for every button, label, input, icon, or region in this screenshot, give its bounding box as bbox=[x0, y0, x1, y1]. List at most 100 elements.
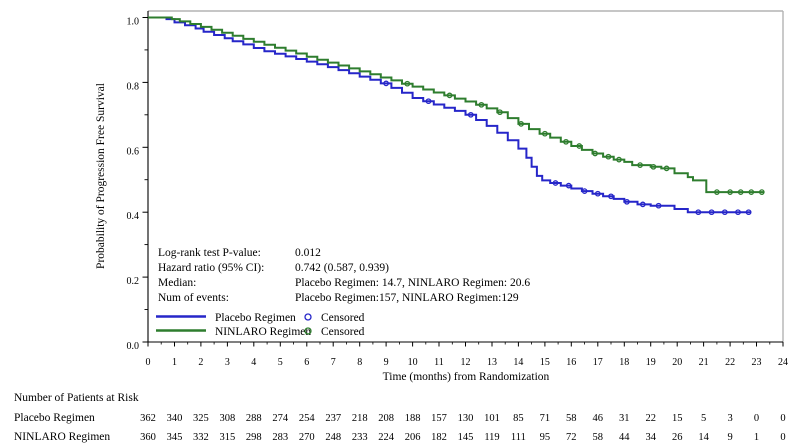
risk-value: 325 bbox=[193, 413, 209, 424]
x-tick-label: 23 bbox=[752, 357, 762, 368]
x-tick-label: 22 bbox=[725, 357, 735, 368]
x-tick-label: 5 bbox=[278, 357, 283, 368]
y-tick-label: 0.8 bbox=[127, 81, 140, 92]
censor-mark-ninlaro-regimen bbox=[605, 153, 612, 160]
x-tick-label: 14 bbox=[513, 357, 523, 368]
risk-value: 58 bbox=[593, 432, 604, 443]
y-tick-label: 0.6 bbox=[127, 146, 140, 157]
risk-value: 71 bbox=[540, 413, 551, 424]
censor-mark-placebo-regimen bbox=[425, 98, 432, 105]
risk-row-label-ninlaro: NINLARO Regimen bbox=[14, 431, 110, 443]
risk-value: 0 bbox=[780, 432, 785, 443]
risk-value: 34 bbox=[645, 432, 656, 443]
censor-mark-ninlaro-regimen bbox=[727, 189, 733, 195]
risk-value: 15 bbox=[672, 413, 683, 424]
x-tick-label: 12 bbox=[461, 357, 471, 368]
stat-value-num-events: Placebo Regimen:157, NINLARO Regimen:129 bbox=[295, 292, 519, 304]
censor-mark-ninlaro-regimen bbox=[714, 189, 720, 195]
y-tick-label: 0.2 bbox=[127, 276, 140, 287]
stat-value-logrank: 0.012 bbox=[295, 247, 321, 259]
x-tick-label: 7 bbox=[331, 357, 336, 368]
censor-mark-ninlaro-regimen bbox=[404, 80, 411, 87]
censor-mark-placebo-regimen bbox=[581, 188, 588, 194]
legend-label-ninlaro: NINLARO Regimen bbox=[215, 326, 311, 338]
censor-mark-placebo-regimen bbox=[735, 209, 741, 216]
censor-mark-placebo-regimen bbox=[695, 209, 702, 216]
risk-value: 111 bbox=[511, 432, 526, 443]
censor-mark-ninlaro-regimen bbox=[518, 121, 524, 127]
censor-mark-placebo-regimen bbox=[721, 209, 728, 216]
x-tick-label: 8 bbox=[357, 357, 362, 368]
x-tick-label: 17 bbox=[593, 357, 603, 368]
x-tick-label: 20 bbox=[672, 357, 682, 368]
censor-mark-placebo-regimen bbox=[594, 190, 601, 197]
censor-mark-ninlaro-regimen bbox=[542, 130, 548, 137]
risk-value: 233 bbox=[352, 432, 368, 443]
risk-value: 31 bbox=[619, 413, 630, 424]
risk-value: 270 bbox=[299, 432, 315, 443]
censor-mark-placebo-regimen bbox=[608, 193, 614, 200]
censor-mark-placebo-regimen bbox=[708, 209, 715, 216]
stats-block: Log-rank test P-value: 0.012 Hazard rati… bbox=[158, 247, 530, 304]
risk-value: 157 bbox=[431, 413, 447, 424]
risk-value: 224 bbox=[378, 432, 395, 443]
censor-mark-placebo-regimen bbox=[624, 198, 630, 205]
censor-mark-ninlaro-regimen bbox=[616, 156, 622, 163]
y-tick-label: 0.4 bbox=[127, 211, 140, 222]
censor-mark-ninlaro-regimen bbox=[478, 101, 485, 108]
censor-mark-ninlaro-regimen bbox=[446, 92, 453, 99]
x-tick-label: 16 bbox=[566, 357, 576, 368]
risk-value: 5 bbox=[701, 413, 706, 424]
km-curves bbox=[148, 16, 765, 214]
risk-value: 0 bbox=[754, 413, 759, 424]
risk-row-label-placebo: Placebo Regimen bbox=[14, 412, 95, 424]
risk-value: 119 bbox=[484, 432, 499, 443]
risk-value: 274 bbox=[272, 413, 289, 424]
km-curve-placebo-regimen bbox=[148, 16, 752, 214]
censor-mark-ninlaro-regimen bbox=[748, 189, 755, 195]
censor-mark-placebo-regimen bbox=[552, 180, 559, 186]
legend-label-placebo: Placebo Regimen bbox=[215, 312, 296, 324]
censor-mark-ninlaro-regimen bbox=[758, 189, 765, 195]
risk-table-values: 362 340 325 308 288 274 254 237 218 208 188 157 130 1… bbox=[140, 413, 786, 443]
censor-mark-placebo-regimen bbox=[565, 182, 572, 189]
risk-value: 145 bbox=[458, 432, 474, 443]
km-curve-ninlaro-regimen bbox=[148, 16, 765, 194]
risk-value: 46 bbox=[593, 413, 604, 424]
risk-value: 58 bbox=[566, 413, 577, 424]
y-tick-label: 1.0 bbox=[127, 17, 140, 28]
x-tick-label: 18 bbox=[619, 357, 629, 368]
risk-value: 360 bbox=[140, 432, 156, 443]
risk-value: 22 bbox=[645, 413, 656, 424]
risk-value: 248 bbox=[325, 432, 341, 443]
legend-censored-marker-placebo bbox=[304, 313, 312, 321]
x-tick-label: 9 bbox=[384, 357, 389, 368]
risk-value: 308 bbox=[220, 413, 236, 424]
risk-value: 72 bbox=[566, 432, 577, 443]
censor-mark-ninlaro-regimen bbox=[637, 162, 643, 168]
risk-value: 254 bbox=[299, 413, 316, 424]
risk-value: 182 bbox=[431, 432, 447, 443]
legend-censored-marker-ninlaro bbox=[304, 327, 312, 335]
x-tick-label: 6 bbox=[304, 357, 309, 368]
risk-table: Number of Patients at Risk Placebo Regim… bbox=[14, 392, 139, 443]
x-axis-title: Time (months) from Randomization bbox=[383, 371, 550, 383]
censor-mark-placebo-regimen bbox=[383, 80, 389, 87]
y-axis-title: Probability of Progression Free Survival bbox=[95, 83, 107, 269]
risk-value: 3 bbox=[727, 413, 732, 424]
x-tick-label: 0 bbox=[146, 357, 151, 368]
x-tick-label: 10 bbox=[408, 357, 418, 368]
x-tick-label: 2 bbox=[198, 357, 203, 368]
stat-value-hazard-ratio: 0.742 (0.587, 0.939) bbox=[295, 262, 389, 274]
censor-mark-ninlaro-regimen bbox=[592, 150, 598, 157]
censor-mark-ninlaro-regimen bbox=[737, 189, 744, 195]
risk-value: 206 bbox=[405, 432, 421, 443]
x-tick-label: 13 bbox=[487, 357, 497, 368]
risk-value: 1 bbox=[754, 432, 759, 443]
censor-mark-ninlaro-regimen bbox=[563, 138, 569, 145]
stat-label-hazard-ratio: Hazard ratio (95% CI): bbox=[158, 262, 264, 274]
risk-value: 340 bbox=[167, 413, 183, 424]
censor-mark-placebo-regimen bbox=[745, 209, 752, 216]
censor-marks bbox=[383, 80, 765, 216]
risk-value: 130 bbox=[458, 413, 474, 424]
